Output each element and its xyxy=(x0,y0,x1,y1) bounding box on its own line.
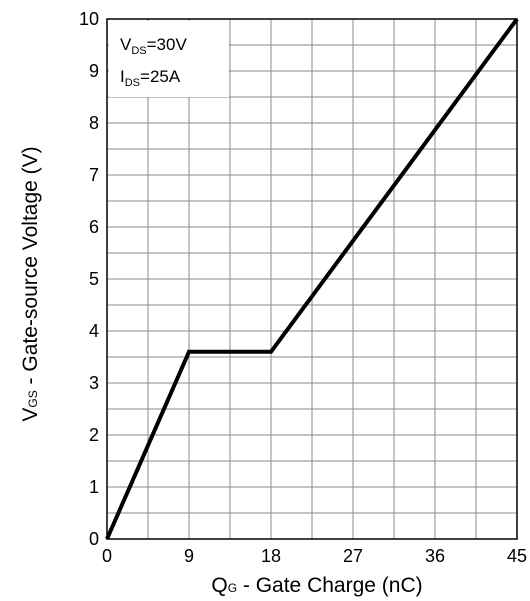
y-axis-label-text: - Gate-source Voltage (V) xyxy=(19,146,42,390)
y-tick-label: 3 xyxy=(89,373,99,393)
plot-frame xyxy=(106,18,518,540)
y-axis-label-sub: GS xyxy=(26,390,40,407)
y-axis-label-symbol: V xyxy=(19,408,42,422)
annotation-ids-symbol: I xyxy=(120,67,125,86)
annotation-ids-sub: DS xyxy=(125,77,140,89)
series xyxy=(105,17,519,540)
y-tick-label: 7 xyxy=(89,165,99,185)
y-tick-label: 1 xyxy=(89,477,99,497)
x-tick-label: 27 xyxy=(343,546,363,566)
x-axis-label-sub: G xyxy=(228,581,237,595)
x-tick-label: 36 xyxy=(425,546,445,566)
annotation-ids-value: =25A xyxy=(140,67,181,86)
annotation-vds-symbol: V xyxy=(120,35,132,54)
x-tick-label: 0 xyxy=(102,546,112,566)
y-tick-label: 2 xyxy=(89,425,99,445)
annotation-vds-sub: DS xyxy=(131,45,146,57)
series-line-0 xyxy=(105,17,519,540)
y-tick-label: 9 xyxy=(89,61,99,81)
y-tick-label: 0 xyxy=(89,529,99,549)
y-tick-label: 5 xyxy=(89,269,99,289)
annotation-ids: IDS=25A xyxy=(120,67,181,89)
y-tick-label: 10 xyxy=(79,9,99,29)
annotation-box xyxy=(109,21,229,97)
y-tick-labels: 0 1 2 3 4 5 6 7 8 9 10 xyxy=(79,9,99,549)
y-tick-label: 6 xyxy=(89,217,99,237)
x-tick-labels: 0 9 18 27 36 45 xyxy=(102,546,527,566)
x-axis-label: QG - Gate Charge (nC) xyxy=(211,574,422,597)
x-tick-label: 18 xyxy=(261,546,281,566)
x-axis-label-text: - Gate Charge (nC) xyxy=(237,574,423,597)
x-tick-label: 45 xyxy=(507,546,527,566)
annotation-vds: VDS=30V xyxy=(120,35,187,57)
y-tick-label: 8 xyxy=(89,113,99,133)
annotation-vds-value: =30V xyxy=(147,35,188,54)
x-tick-label: 9 xyxy=(184,546,194,566)
x-axis-label-symbol: Q xyxy=(211,574,227,597)
y-axis-label: VGS - Gate-source Voltage (V) xyxy=(19,146,42,421)
y-tick-label: 4 xyxy=(89,321,99,341)
